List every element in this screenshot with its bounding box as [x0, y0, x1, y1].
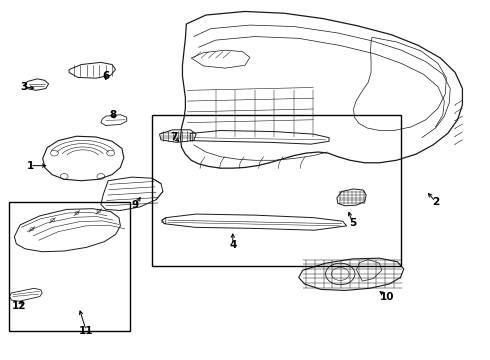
Text: 3: 3: [21, 82, 28, 92]
Text: 6: 6: [102, 71, 109, 81]
Bar: [9, 202, 130, 330]
Text: 9: 9: [131, 200, 139, 210]
Text: 7: 7: [171, 132, 178, 142]
Text: 5: 5: [349, 218, 356, 228]
Text: 4: 4: [229, 239, 237, 249]
Text: 8: 8: [109, 111, 117, 121]
Text: 12: 12: [12, 301, 26, 311]
Bar: [152, 116, 401, 266]
Text: 10: 10: [379, 292, 394, 302]
Text: 2: 2: [432, 197, 439, 207]
Text: 1: 1: [26, 161, 34, 171]
Text: 11: 11: [79, 325, 94, 336]
